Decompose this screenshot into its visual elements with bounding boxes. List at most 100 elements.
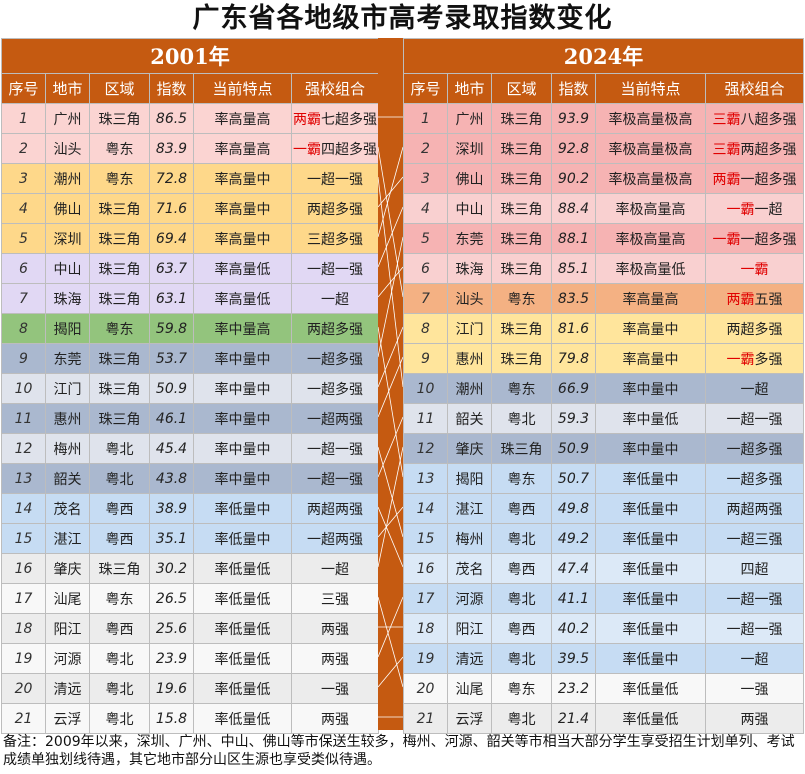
page-title: 广东省各地级市高考录取指数变化 (192, 3, 613, 34)
row-region: 珠三角 (89, 343, 150, 374)
row-region: 珠三角 (491, 433, 552, 464)
row-index: 71.6 (149, 193, 194, 224)
row-region: 珠三角 (491, 103, 552, 134)
row-feature: 率高量高 (595, 283, 706, 314)
row-feature: 率低量中 (595, 583, 706, 614)
row-combo: 一超 (291, 553, 379, 584)
row-city: 清远 (45, 673, 90, 704)
row-feature: 率中量中 (193, 343, 292, 374)
row-region: 粤西 (491, 553, 552, 584)
rank-change-arrow (378, 506, 403, 568)
row-city: 广州 (447, 103, 492, 134)
row-no: 14 (403, 493, 448, 524)
row-index: 63.1 (149, 283, 194, 314)
row-feature: 率低量中 (595, 523, 706, 554)
row-combo: 一超多强 (291, 373, 379, 404)
row-no: 17 (1, 583, 46, 614)
row-region: 粤东 (491, 283, 552, 314)
combo-text: 两超多强 (726, 321, 783, 338)
row-city: 汕尾 (447, 673, 492, 704)
row-city: 茂名 (45, 493, 90, 524)
header-row-2024: 序号 地市 区域 指数 当前特点 强校组合 (403, 73, 804, 104)
row-index: 59.8 (149, 313, 194, 344)
row-combo: 一超一强 (291, 253, 379, 284)
combo-text: 一超 (740, 651, 769, 668)
row-region: 粤北 (491, 523, 552, 554)
row-city: 茂名 (447, 553, 492, 584)
row-feature: 率极高量高 (595, 193, 706, 224)
row-region: 珠三角 (89, 253, 150, 284)
combo-text: 七超多强 (321, 111, 377, 128)
row-region: 粤东 (89, 583, 150, 614)
row-index: 46.1 (149, 403, 194, 434)
table-row: 2 汕头 粤东 83.9 率高量高 一霸四超多强 (1, 133, 379, 164)
row-no: 3 (1, 163, 46, 194)
combo-text: 四超多强 (321, 141, 377, 158)
combo-text: 两强 (321, 711, 349, 728)
row-combo: 一霸多强 (705, 343, 804, 374)
combo-text: 一超多强 (740, 231, 797, 248)
row-city: 江门 (447, 313, 492, 344)
row-index: 88.4 (551, 193, 596, 224)
row-no: 6 (403, 253, 448, 284)
row-feature: 率极高量高 (595, 223, 706, 254)
row-no: 19 (403, 643, 448, 674)
row-feature: 率中量中 (193, 403, 292, 434)
row-no: 14 (1, 493, 46, 524)
row-feature: 率中量中 (595, 373, 706, 404)
table-row: 16 肇庆 珠三角 30.2 率低量低 一超 (1, 553, 379, 584)
row-combo: 一超一强 (705, 403, 804, 434)
row-city: 肇庆 (447, 433, 492, 464)
row-no: 13 (403, 463, 448, 494)
row-no: 4 (1, 193, 46, 224)
row-index: 47.4 (551, 553, 596, 584)
row-city: 珠海 (447, 253, 492, 284)
row-combo: 两强 (291, 703, 379, 734)
row-no: 9 (403, 343, 448, 374)
row-index: 49.8 (551, 493, 596, 524)
row-no: 15 (403, 523, 448, 554)
row-feature: 率中量低 (595, 403, 706, 434)
row-feature: 率高量中 (193, 163, 292, 194)
row-no: 10 (1, 373, 46, 404)
row-no: 13 (1, 463, 46, 494)
row-region: 粤西 (89, 523, 150, 554)
table-row: 11 惠州 珠三角 46.1 率中量中 一超两强 (1, 403, 379, 434)
rank-change-arrow (378, 326, 403, 478)
row-index: 15.8 (149, 703, 194, 734)
row-combo: 一超多强 (291, 343, 379, 374)
row-city: 韶关 (45, 463, 90, 494)
table-row: 9 东莞 珠三角 53.7 率中量中 一超多强 (1, 343, 379, 374)
year-2001-header: 2001年 (1, 38, 379, 74)
row-combo: 一超两强 (291, 523, 379, 554)
combo-highlight: 一霸 (740, 261, 769, 278)
row-no: 12 (403, 433, 448, 464)
row-region: 粤北 (89, 643, 150, 674)
table-row: 19 河源 粤北 23.9 率低量低 两强 (1, 643, 379, 674)
combo-text: 一超一强 (307, 171, 363, 188)
table-2024: 2024年 序号 地市 区域 指数 当前特点 强校组合 1 广州 珠三角 93.9 率极… (403, 38, 804, 734)
year-2024-header: 2024年 (403, 38, 804, 74)
row-feature: 率低量低 (193, 613, 292, 644)
table-row: 8 江门 珠三角 81.6 率高量中 两超多强 (403, 313, 804, 344)
row-city: 梅州 (45, 433, 90, 464)
rank-change-arrow (378, 656, 403, 688)
header-feature: 当前特点 (193, 73, 292, 104)
header-index: 指数 (149, 73, 194, 104)
row-no: 16 (1, 553, 46, 584)
row-region: 珠三角 (89, 193, 150, 224)
row-city: 河源 (447, 583, 492, 614)
row-city: 汕头 (45, 133, 90, 164)
row-combo: 两霸七超多强 (291, 103, 379, 134)
row-feature: 率极高量低 (595, 253, 706, 284)
header-no: 序号 (1, 73, 46, 104)
row-no: 19 (1, 643, 46, 674)
row-no: 17 (403, 583, 448, 614)
combo-text: 一超多强 (726, 441, 783, 458)
table-row: 6 中山 珠三角 63.7 率高量低 一超一强 (1, 253, 379, 284)
table-row: 15 梅州 粤北 49.2 率低量中 一超三强 (403, 523, 804, 554)
row-feature: 率低量低 (193, 553, 292, 584)
header-no: 序号 (403, 73, 448, 104)
row-region: 珠三角 (89, 283, 150, 314)
combo-highlight: 两霸 (712, 171, 741, 188)
